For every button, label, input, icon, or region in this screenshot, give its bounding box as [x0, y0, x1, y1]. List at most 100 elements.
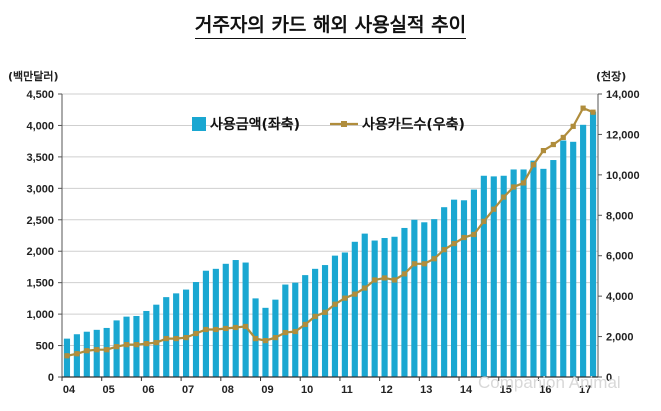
x-tick-label: 15 [500, 384, 512, 396]
x-tick-label: 07 [182, 384, 194, 396]
bar [93, 329, 100, 377]
line-point [262, 338, 269, 344]
line-point [153, 340, 159, 346]
bar [589, 111, 597, 377]
line-series [64, 105, 596, 359]
line-point [381, 275, 388, 281]
left-axis-unit: (백만달러) [8, 69, 59, 83]
line-point [84, 348, 90, 354]
line-point [292, 328, 298, 335]
right-tick-label: 6,000 [606, 251, 634, 263]
line-point [233, 324, 239, 331]
left-tick-label: 1,000 [26, 309, 54, 321]
x-tick-label: 04 [63, 384, 76, 396]
bar [450, 199, 458, 377]
legend-label-line: 사용카드수(우축) [362, 117, 465, 133]
line-point [511, 184, 517, 190]
line-point [540, 148, 547, 154]
bar [381, 238, 388, 377]
bar [351, 241, 358, 377]
left-tick-label: 0 [48, 372, 54, 384]
line-point [133, 342, 140, 348]
left-tick-label: 3,500 [26, 152, 54, 164]
line-point [520, 180, 527, 186]
bar [222, 263, 229, 377]
line-point [441, 247, 447, 253]
bar [242, 262, 249, 377]
x-tick-label: 09 [261, 384, 273, 396]
right-tick-label: 8,000 [606, 210, 634, 222]
left-tick-label: 4,000 [26, 120, 54, 132]
bar [401, 227, 408, 377]
line-point [560, 134, 566, 141]
line-point [461, 234, 467, 241]
left-tick-label: 3,000 [26, 183, 54, 195]
bar [510, 169, 517, 377]
line-point [352, 291, 358, 297]
bar [520, 169, 527, 377]
bar [500, 175, 507, 377]
bar [361, 233, 368, 377]
line-point [113, 344, 120, 350]
left-tick-label: 1,500 [26, 278, 54, 290]
line-point [173, 335, 179, 342]
right-tick-label: 0 [606, 372, 612, 384]
bar [570, 141, 577, 377]
line-point [123, 342, 130, 348]
line-point [252, 335, 259, 342]
line-point [104, 347, 110, 353]
line-point [203, 326, 209, 333]
legend-label-bars: 사용금액(좌축) [210, 116, 300, 133]
bar [341, 252, 348, 377]
bar [391, 236, 398, 377]
bar [202, 270, 210, 377]
line-point [362, 285, 368, 291]
line-point [223, 325, 229, 332]
bar [530, 160, 537, 377]
line-point [481, 218, 487, 224]
bar [192, 282, 200, 377]
line-point [272, 334, 279, 341]
line-point [163, 335, 169, 342]
bar [411, 219, 418, 377]
line-point [491, 206, 497, 212]
line-point [302, 321, 308, 328]
bar [212, 268, 219, 377]
bar [182, 289, 190, 377]
bar [460, 200, 468, 377]
x-tick-label: 14 [460, 384, 473, 396]
line-point [411, 261, 417, 267]
legend-swatch-bars [192, 117, 206, 131]
line-point [342, 295, 348, 301]
chart-axes: 05001,0001,5002,0002,5003,0003,5004,0004… [8, 69, 640, 396]
line-point [471, 231, 477, 238]
line-point [401, 271, 408, 277]
line-point [64, 353, 70, 359]
line-point [74, 351, 80, 357]
chart-title: 거주자의 카드 해외 사용실적 추이 [0, 10, 661, 39]
left-tick-label: 500 [36, 341, 54, 353]
bar [103, 327, 110, 377]
watermark: Companion Animal [478, 373, 621, 392]
bar [560, 140, 567, 377]
bar [331, 255, 339, 377]
chart-grid [62, 93, 598, 378]
line-point [312, 313, 318, 319]
x-tick-label: 17 [579, 384, 591, 396]
line-point [282, 329, 288, 336]
line-point [431, 256, 437, 262]
bar [480, 175, 487, 377]
bar [232, 260, 239, 377]
line-point [391, 277, 398, 283]
bar [490, 176, 497, 377]
x-tick-label: 08 [222, 384, 234, 396]
x-tick-label: 12 [380, 384, 392, 396]
left-tick-label: 4,500 [26, 89, 54, 101]
bar-series [63, 111, 597, 377]
bar [431, 219, 438, 377]
x-tick-label: 16 [539, 384, 551, 396]
line-point [372, 277, 378, 283]
x-tick-label: 10 [301, 384, 313, 396]
line-point [143, 341, 149, 347]
